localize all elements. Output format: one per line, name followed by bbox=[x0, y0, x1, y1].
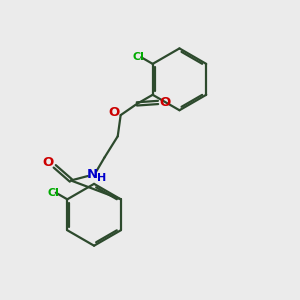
Text: Cl: Cl bbox=[133, 52, 145, 62]
Text: N: N bbox=[86, 168, 98, 181]
Text: O: O bbox=[159, 96, 170, 109]
Text: O: O bbox=[109, 106, 120, 119]
Text: Cl: Cl bbox=[47, 188, 59, 198]
Text: O: O bbox=[43, 156, 54, 169]
Text: H: H bbox=[97, 172, 106, 182]
